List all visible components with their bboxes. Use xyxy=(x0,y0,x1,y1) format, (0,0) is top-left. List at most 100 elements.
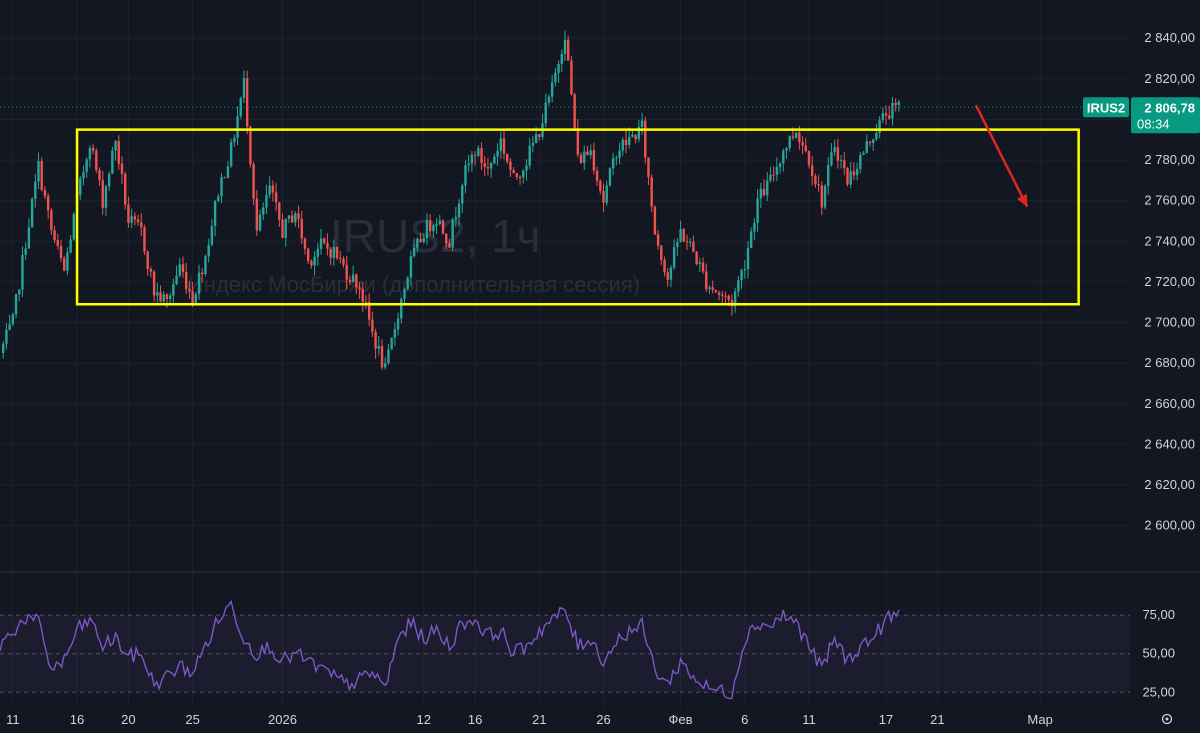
candle-body xyxy=(794,132,798,138)
price-tick-label: 2 600,00 xyxy=(1144,518,1195,533)
candle-body xyxy=(393,329,397,338)
candle-body xyxy=(101,179,104,208)
settings-icon[interactable] xyxy=(1161,713,1173,725)
candle-body xyxy=(191,291,194,304)
candle-body xyxy=(284,218,287,238)
candle-body xyxy=(656,234,660,246)
candle-body xyxy=(271,185,275,193)
candlesticks xyxy=(2,30,901,371)
candle-body xyxy=(252,164,255,199)
candle-body xyxy=(473,154,477,156)
candle-body xyxy=(637,126,641,140)
candle-body xyxy=(178,264,181,276)
time-tick-label: 20 xyxy=(121,712,135,727)
candle-body xyxy=(538,134,541,137)
candle-body xyxy=(544,102,547,124)
price-tick-label: 2 620,00 xyxy=(1144,477,1195,492)
candle-body xyxy=(432,225,435,232)
candle-body xyxy=(714,289,718,293)
candle-body xyxy=(46,196,50,211)
candle-body xyxy=(653,206,657,235)
candle-body xyxy=(162,294,165,302)
candle-body xyxy=(563,39,567,54)
candle-body xyxy=(419,238,422,242)
candle-body xyxy=(778,163,782,167)
candle-body xyxy=(117,141,120,164)
candle-body xyxy=(567,39,570,61)
candle-body xyxy=(705,271,708,290)
candle-body xyxy=(762,188,766,196)
time-tick-label: 25 xyxy=(185,712,199,727)
candle-body xyxy=(140,222,143,228)
candle-body xyxy=(335,246,339,259)
candle-body xyxy=(554,72,557,83)
candle-body xyxy=(210,226,214,245)
candle-body xyxy=(804,145,807,152)
candle-body xyxy=(339,258,342,260)
candle-body xyxy=(175,275,178,285)
time-tick-label: 6 xyxy=(741,712,748,727)
candle-body xyxy=(207,244,210,257)
candle-body xyxy=(698,262,702,265)
candle-body xyxy=(351,274,355,282)
candle-body xyxy=(79,178,82,196)
candle-body xyxy=(136,219,140,223)
candle-body xyxy=(878,119,881,134)
candle-body xyxy=(672,247,676,268)
candle-body xyxy=(69,239,72,253)
forecast-arrow-shaft[interactable] xyxy=(974,104,1029,208)
countdown-label: 08:34 xyxy=(1137,116,1170,131)
candle-body xyxy=(631,134,634,137)
candle-body xyxy=(146,251,149,269)
candle-body xyxy=(531,142,535,146)
candle-body xyxy=(775,166,779,175)
candle-body xyxy=(827,165,830,186)
candle-body xyxy=(396,318,400,330)
candle-body xyxy=(749,231,753,249)
candle-body xyxy=(733,291,737,307)
candle-body xyxy=(644,120,647,158)
price-tick-label: 2 740,00 xyxy=(1144,233,1195,248)
candle-body xyxy=(300,218,303,239)
time-axis[interactable]: 11 16 20 25 2026 12 16 21 26 Фев 6 11 17 21 Мар xyxy=(6,712,1053,727)
candle-body xyxy=(63,258,66,271)
candle-body xyxy=(2,343,5,353)
candle-body xyxy=(5,329,8,344)
candle-body xyxy=(348,279,352,282)
candle-body xyxy=(624,139,628,146)
rsi-tick-label: 50,00 xyxy=(1142,646,1175,661)
candle-body xyxy=(814,176,817,185)
candle-body xyxy=(830,152,833,166)
candle-body xyxy=(634,134,637,140)
candle-body xyxy=(85,159,88,172)
candle-body xyxy=(493,156,496,164)
candle-body xyxy=(268,185,271,195)
candle-body xyxy=(480,148,483,164)
candle-body xyxy=(679,228,682,243)
candle-body xyxy=(313,256,316,266)
candle-body xyxy=(303,238,307,249)
candle-body xyxy=(262,207,265,215)
candle-body xyxy=(72,214,76,240)
candle-body xyxy=(377,346,381,349)
candle-body xyxy=(428,220,432,232)
candle-body xyxy=(464,165,467,186)
price-tick-label: 2 840,00 xyxy=(1144,30,1195,45)
candle-body xyxy=(602,190,605,203)
candle-body xyxy=(650,177,653,207)
range-box[interactable] xyxy=(75,128,1080,306)
candle-body xyxy=(367,301,371,320)
rsi-axis[interactable]: 75,00 50,00 25,00 xyxy=(1142,607,1175,699)
candle-body xyxy=(640,120,644,127)
candle-body xyxy=(387,349,390,364)
candle-body xyxy=(701,262,705,272)
candle-body xyxy=(708,287,711,290)
candle-body xyxy=(374,331,377,349)
candle-body xyxy=(236,116,239,138)
candle-body xyxy=(371,319,374,332)
candle-body xyxy=(743,269,746,271)
candle-body xyxy=(740,269,743,281)
candle-body xyxy=(660,245,663,260)
candle-body xyxy=(438,220,442,225)
